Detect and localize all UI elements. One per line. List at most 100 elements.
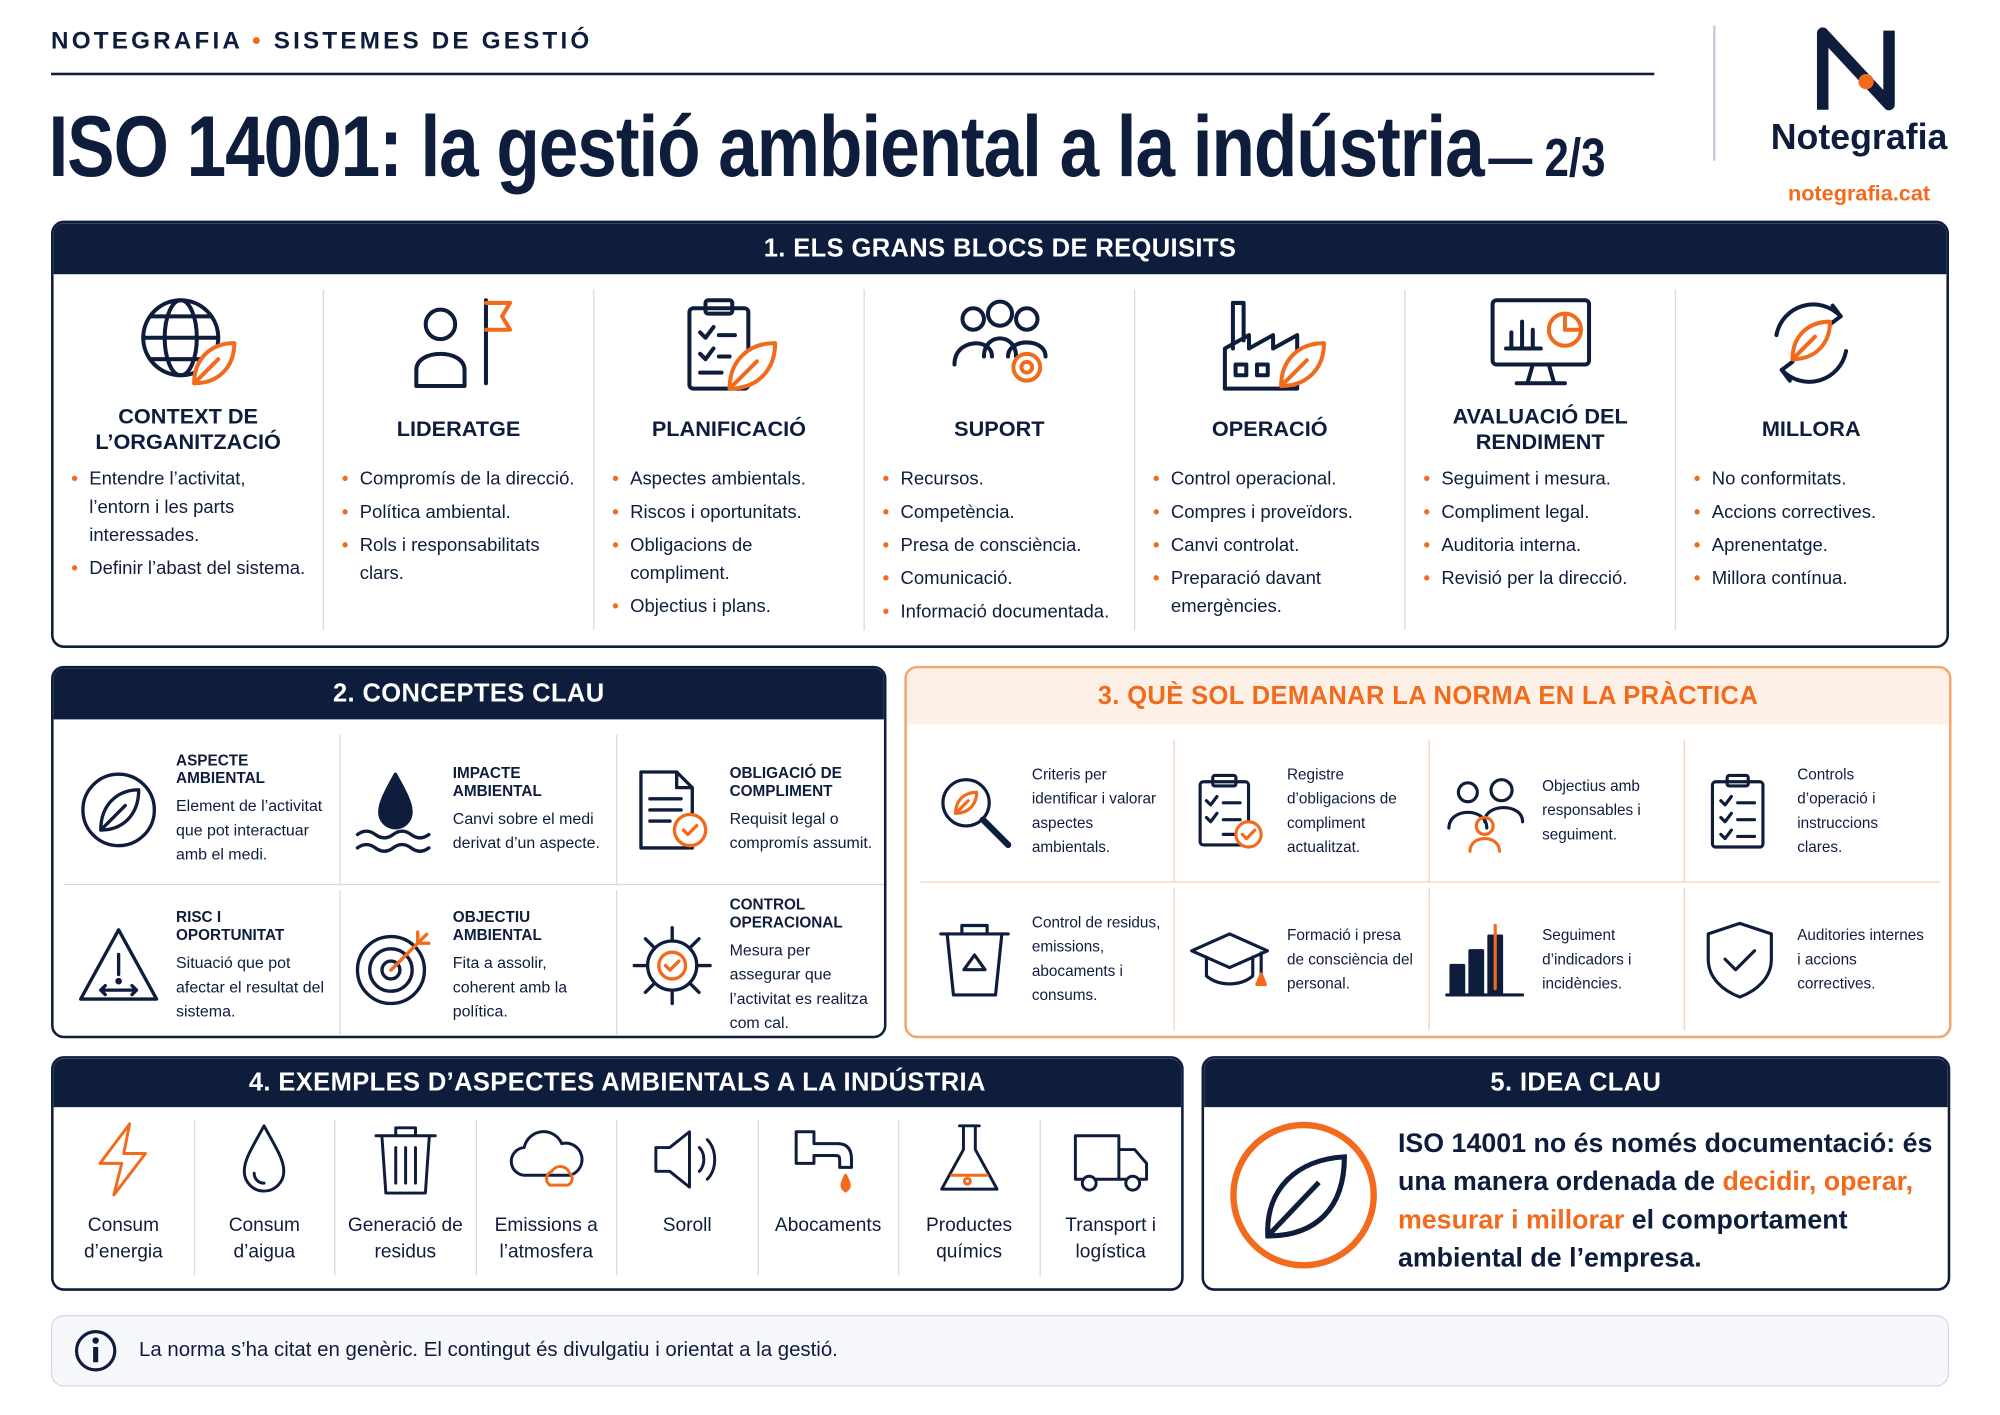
block-item: Riscos i oportunitats.: [612, 499, 851, 527]
block-item: Definir l’abast del sistema.: [71, 555, 310, 583]
practice-item: Criteris per identificar i valorar aspec…: [919, 739, 1175, 883]
block-item: Compromís de la direcció.: [342, 466, 581, 494]
example: Consum d’aigua: [195, 1119, 336, 1276]
section-name: SISTEMES DE GESTIÓ: [273, 28, 593, 55]
concept-desc: Fita a assolir, coherent amb la política…: [452, 953, 568, 1020]
block-icon: [1418, 290, 1662, 397]
concept-desc: Canvi sobre el medi derivat d’un aspecte…: [452, 809, 600, 852]
concept: OBLIGACIÓ DE COMPLIMENT Requisit legal o …: [617, 735, 884, 886]
block-item: Revisió per la direcció.: [1423, 565, 1662, 593]
icon: [1198, 773, 1263, 848]
block-item: Control operacional.: [1153, 466, 1392, 494]
concept-text: OBLIGACIÓ DE COMPLIMENT Requisit legal o …: [730, 763, 884, 855]
title-row: ISO 14001: la gestió ambiental a la indú…: [48, 97, 1605, 196]
icon: [1706, 921, 1773, 999]
rule: [51, 72, 1655, 76]
icon: [79, 928, 159, 1001]
example: Abocaments: [758, 1119, 900, 1276]
example: Consum d’energia: [54, 1119, 195, 1276]
block-item: Seguiment i mesura.: [1423, 466, 1662, 494]
practice-text: Controls d’operació i instruccions clare…: [1797, 764, 1879, 856]
concept-title: RISC I OPORTUNITAT: [176, 907, 285, 944]
concept-text: ASPECTE AMBIENTAL Element de l’activitat …: [176, 751, 329, 867]
block-items: Control operacional. Compres i proveïdors…: [1148, 466, 1392, 622]
concept-title: OBJECTIU AMBIENTAL: [452, 907, 542, 944]
footer-note: La norma s’ha citat en genèric. El conti…: [139, 1339, 838, 1361]
block-icon: [1689, 290, 1934, 397]
example-label: Consum d’aigua: [228, 1214, 300, 1263]
icon: [1445, 923, 1525, 997]
concept-text: RISC I OPORTUNITAT Situació que pot afect…: [176, 908, 329, 1024]
icon: [355, 930, 431, 1006]
block-item: Aprenentatge.: [1694, 532, 1934, 560]
info-icon: [74, 1330, 117, 1372]
logo-url: notegrafia.cat: [1787, 181, 1931, 206]
example: Generació de residus: [335, 1119, 477, 1276]
icon: [81, 771, 157, 847]
icon: [413, 298, 512, 388]
concept-text: OBJECTIU AMBIENTAL Fita a assolir, cohere…: [453, 908, 606, 1024]
brand: NOTEGRAFIA: [51, 28, 243, 55]
block-item: Recursos.: [883, 466, 1122, 494]
concepts-section: 2. CONCEPTES CLAU ASPECTE AMBIENTAL Elemen…: [51, 665, 887, 1039]
block-items: Entendre l’activitat, l’entorn i les par…: [66, 466, 310, 583]
title: ISO 14001: la gestió ambiental a la indú…: [48, 98, 1484, 196]
concept-title: CONTROL OPERACIONAL: [729, 895, 843, 932]
requirement-block: SUPORT Recursos. Competència. Presa de cons…: [865, 289, 1136, 631]
text: el comportament ambiental de l’empresa.: [1397, 1205, 1848, 1273]
concept: CONTROL OPERACIONAL Mesura per assegurar …: [617, 890, 884, 1035]
block-items: Aspectes ambientals. Riscos i oportunitat…: [607, 466, 851, 622]
icon: [374, 1126, 437, 1195]
block-icon: [66, 290, 310, 397]
block-icon: [1148, 290, 1392, 397]
block-item: Auditoria interna.: [1423, 532, 1662, 560]
practice-item: Registre d’obligacions de compliment act…: [1174, 739, 1430, 883]
concept-desc: Situació que pot afectar el resultat del…: [176, 953, 325, 1020]
block-title: OPERACIÓ: [1211, 417, 1328, 442]
block-item: Presa de consciència.: [883, 532, 1122, 560]
block-item: Competència.: [883, 499, 1122, 527]
practice-section: 3. QUÈ SOL DEMANAR LA NORMA EN LA PRÀCTI…: [904, 665, 1952, 1039]
block-item: No conformitats.: [1694, 466, 1934, 494]
example-label: Transport i logística: [1065, 1214, 1157, 1263]
practice-text: Control de residus, emissions, abocament…: [1031, 913, 1161, 1004]
block-item: Rols i responsabilitats clars.: [342, 532, 581, 588]
example: Emissions a l’atmosfera: [476, 1119, 618, 1276]
footer: La norma s’ha citat en genèric. El conti…: [51, 1315, 1949, 1387]
concept-title: IMPACTE AMBIENTAL: [452, 763, 542, 800]
icon: [1489, 298, 1591, 386]
example-label: Consum d’energia: [84, 1214, 163, 1263]
block-item: Objectius i plans.: [612, 593, 851, 621]
block-item: Canvi controlat.: [1153, 532, 1392, 560]
icon: [98, 1122, 147, 1197]
concept-desc: Mesura per assegurar que l’activitat es …: [729, 941, 868, 1032]
icon: [939, 1124, 999, 1191]
icon: [1073, 1134, 1148, 1192]
example-label: Abocaments: [774, 1214, 882, 1236]
icon: [1222, 300, 1326, 391]
block-item: Comunicació.: [883, 565, 1122, 593]
example-label: Productes químics: [925, 1214, 1013, 1263]
practice-item: Formació i presa de consciència del pers…: [1175, 887, 1430, 1031]
block-title: MILLORA: [1761, 417, 1861, 442]
example: Transport i logística: [1040, 1120, 1181, 1276]
dot: •: [252, 28, 264, 55]
key-idea: ISO 14001 no és només documentació: és u…: [1398, 1125, 1934, 1278]
examples-section: 4. EXEMPLES D’ASPECTES AMBIENTALS A LA I…: [51, 1056, 1184, 1291]
practice-item: Control de residus, emissions, abocament…: [920, 887, 1175, 1031]
example-label: Emissions a l’atmosfera: [494, 1214, 598, 1263]
logo-mark: [1816, 27, 1895, 111]
example-label: Soroll: [662, 1214, 712, 1236]
block-title: CONTEXT DE L’ORGANITZACIÓ: [95, 404, 281, 455]
section-title: 3. QUÈ SOL DEMANAR LA NORMA EN LA PRÀCTI…: [906, 668, 1949, 725]
example-label: Generació de residus: [347, 1214, 463, 1263]
block-item: Compliment legal.: [1423, 499, 1662, 527]
block-items: Recursos. Competència. Presa de consciènci…: [878, 466, 1122, 627]
concept-text: IMPACTE AMBIENTAL Canvi sobre el medi der…: [453, 763, 606, 855]
block-items: Compromís de la direcció. Política ambien…: [337, 466, 581, 588]
section-title: 2. CONCEPTES CLAU: [53, 668, 884, 720]
highlight: decidir, operar, mesurar i millorar: [1397, 1167, 1914, 1235]
icon: [1774, 302, 1849, 384]
practice-text: Formació i presa de consciència del pers…: [1286, 925, 1413, 992]
icon: [355, 771, 431, 853]
